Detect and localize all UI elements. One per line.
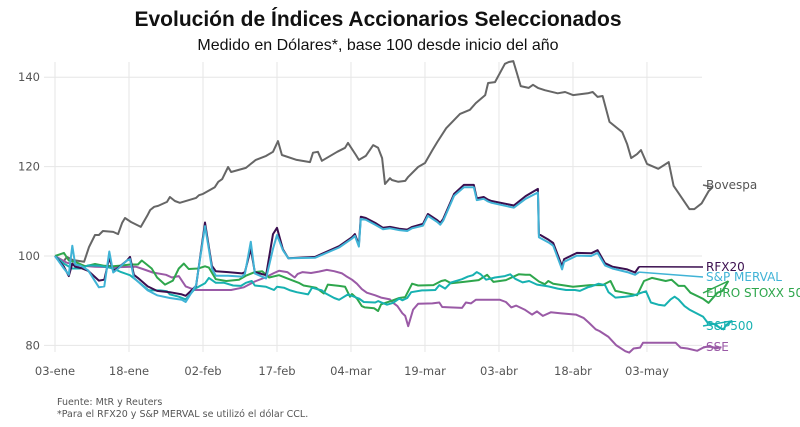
- series-lines: [54, 60, 733, 354]
- series-label: Bovespa: [706, 178, 757, 192]
- series-label: EURO STOXX 50: [706, 286, 800, 300]
- x-tick-label: 02-feb: [184, 364, 221, 378]
- y-tick-label: 80: [25, 338, 40, 352]
- series-line-sse: [54, 255, 722, 354]
- series-label: SSE: [706, 340, 729, 354]
- x-tick-label: 18-abr: [554, 364, 592, 378]
- series-label: RFX20: [706, 260, 745, 274]
- series-line-s-p-merval: [54, 186, 640, 303]
- chart-subtitle: Medido en Dólares*, base 100 desde inici…: [197, 37, 558, 54]
- y-axis: 80 100 120 140: [18, 70, 40, 352]
- series-label: S&P500: [706, 319, 753, 333]
- x-tick-label: 18-ene: [109, 364, 149, 378]
- y-tick-label: 120: [18, 160, 40, 174]
- series-line-rfx20: [54, 183, 640, 297]
- footnote: *Para el RFX20 y S&P MERVAL se utilizó e…: [57, 409, 308, 420]
- x-tick-label: 04-mar: [330, 364, 372, 378]
- x-tick-label: 03-ene: [35, 364, 75, 378]
- series-line-bovespa: [54, 60, 714, 265]
- source-note: Fuente: MtR y Reuters: [57, 397, 162, 408]
- label-leader: [702, 280, 729, 294]
- gridlines: [44, 62, 702, 352]
- x-tick-label: 03-may: [625, 364, 669, 378]
- chart-title: Evolución de Índices Accionarios Selecci…: [134, 8, 621, 31]
- label-leader: [702, 184, 713, 188]
- y-tick-label: 100: [18, 249, 40, 263]
- y-tick-label: 140: [18, 70, 40, 84]
- x-tick-label: 19-mar: [404, 364, 446, 378]
- label-leader: [702, 320, 733, 327]
- x-axis: 03-ene 18-ene 02-feb 17-feb 04-mar 19-mar 03-a…: [35, 364, 669, 378]
- series-label: S&P MERVAL: [706, 270, 782, 284]
- series-line-s-p500: [54, 255, 733, 331]
- x-tick-label: 17-feb: [258, 364, 295, 378]
- x-tick-label: 03-abr: [480, 364, 518, 378]
- series-line-euro-stoxx-50: [54, 251, 730, 312]
- label-leader: [639, 271, 704, 278]
